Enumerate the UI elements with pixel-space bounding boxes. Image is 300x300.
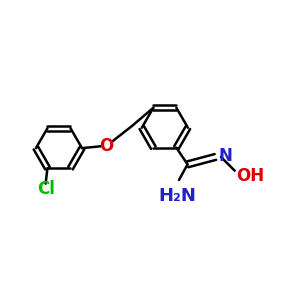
Text: OH: OH xyxy=(237,167,265,184)
Text: H₂N: H₂N xyxy=(158,188,196,206)
Text: O: O xyxy=(99,137,113,155)
Text: N: N xyxy=(218,147,232,165)
Text: Cl: Cl xyxy=(37,180,55,198)
